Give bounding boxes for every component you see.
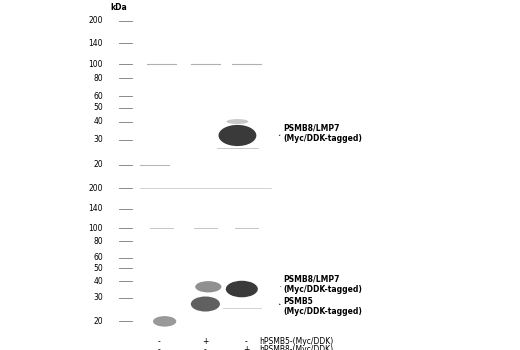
- Ellipse shape: [227, 119, 249, 124]
- Text: 100: 100: [88, 60, 103, 69]
- Text: 100: 100: [88, 224, 103, 233]
- Text: -: -: [158, 337, 160, 346]
- Ellipse shape: [226, 281, 258, 297]
- Ellipse shape: [195, 281, 222, 292]
- Ellipse shape: [153, 316, 176, 327]
- Text: kDa: kDa: [111, 2, 127, 12]
- Text: 20: 20: [93, 317, 103, 326]
- Text: 80: 80: [93, 237, 103, 246]
- Text: +: +: [202, 337, 209, 346]
- Text: 200: 200: [88, 184, 103, 193]
- Text: PSMB8/LMP7
(Myc/DDK-tagged): PSMB8/LMP7 (Myc/DDK-tagged): [283, 124, 362, 143]
- Text: -: -: [245, 337, 248, 346]
- Text: +: +: [243, 345, 250, 350]
- Text: 50: 50: [93, 264, 103, 273]
- Text: PSMB5
(Myc/DDK-tagged): PSMB5 (Myc/DDK-tagged): [283, 296, 362, 316]
- Text: 60: 60: [93, 253, 103, 262]
- Text: 140: 140: [88, 39, 103, 48]
- Text: 50: 50: [93, 103, 103, 112]
- Text: 140: 140: [88, 204, 103, 214]
- Text: PSMB8/LMP7
(Myc/DDK-tagged): PSMB8/LMP7 (Myc/DDK-tagged): [283, 275, 362, 294]
- Text: -: -: [158, 345, 160, 350]
- Text: hPSMB8-(Myc/DDK): hPSMB8-(Myc/DDK): [259, 345, 333, 350]
- Text: hPSMB5-(Myc/DDK): hPSMB5-(Myc/DDK): [259, 337, 333, 346]
- Text: -: -: [204, 345, 207, 350]
- Ellipse shape: [218, 125, 256, 146]
- Text: 20: 20: [93, 160, 103, 169]
- Text: 200: 200: [88, 16, 103, 26]
- Text: 30: 30: [93, 135, 103, 144]
- Text: 40: 40: [93, 117, 103, 126]
- Text: 40: 40: [93, 277, 103, 286]
- Text: 30: 30: [93, 293, 103, 302]
- Text: 80: 80: [93, 74, 103, 83]
- Text: 60: 60: [93, 92, 103, 101]
- Ellipse shape: [191, 296, 220, 312]
